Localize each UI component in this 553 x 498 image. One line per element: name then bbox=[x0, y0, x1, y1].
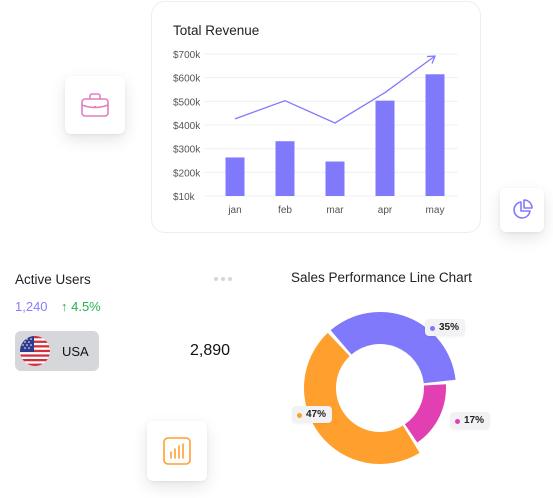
revenue-bar-mar bbox=[325, 161, 345, 196]
revenue-bar-chart: $700k $600k $500k $400k $300k $200k $10k jan feb… bbox=[173, 50, 458, 216]
y-tick-label: $500k bbox=[173, 97, 201, 108]
total-revenue-card: Total Revenue $700k $600k $500k $400k $300k $… bbox=[151, 1, 481, 233]
donut-slice-2 bbox=[304, 332, 420, 464]
y-tick-label: $300k bbox=[173, 145, 201, 156]
active-users-growth: ↑ 4.5% bbox=[61, 299, 101, 314]
y-tick-label: $700k bbox=[173, 50, 201, 61]
trend-arrow-head bbox=[426, 55, 436, 64]
donut-label-purple: 35% bbox=[425, 319, 466, 336]
bar-chart-icon bbox=[163, 437, 191, 465]
revenue-bar-may bbox=[425, 74, 445, 196]
x-tick-label: feb bbox=[278, 205, 292, 216]
active-users-title: Active Users bbox=[15, 272, 91, 287]
donut-slice-0 bbox=[330, 312, 456, 384]
revenue-bar-apr bbox=[375, 100, 395, 196]
bar-chart-tile[interactable] bbox=[147, 421, 207, 481]
x-tick-label: mar bbox=[326, 205, 344, 216]
pie-chart-tile[interactable] bbox=[500, 188, 544, 232]
revenue-chart-title: Total Revenue bbox=[173, 23, 260, 38]
y-tick-label: $600k bbox=[173, 74, 201, 85]
x-tick-label: may bbox=[426, 205, 445, 216]
revenue-trend-line bbox=[234, 55, 436, 124]
sales-chart-title: Sales Performance Line Chart bbox=[291, 270, 472, 285]
x-tick-label: jan bbox=[227, 205, 241, 216]
more-options-icon[interactable] bbox=[214, 277, 232, 281]
country-selector[interactable]: USA bbox=[15, 331, 99, 371]
y-tick-label: $10k bbox=[173, 192, 196, 203]
country-name: USA bbox=[62, 343, 89, 359]
donut-slice-1 bbox=[404, 384, 446, 443]
usa-flag-icon bbox=[20, 336, 50, 366]
active-users-count: 1,240 bbox=[15, 299, 48, 314]
briefcase-tile[interactable] bbox=[65, 76, 125, 134]
pie-chart-icon bbox=[513, 199, 533, 219]
y-tick-label: $200k bbox=[173, 168, 201, 179]
x-tick-label: apr bbox=[378, 205, 393, 216]
donut-label-magenta: 17% bbox=[450, 412, 491, 429]
revenue-bar-jan bbox=[225, 157, 245, 196]
country-user-count: 2,890 bbox=[190, 342, 231, 359]
sales-donut-chart bbox=[304, 312, 456, 464]
y-tick-label: $400k bbox=[173, 121, 201, 132]
revenue-bar-feb bbox=[275, 141, 295, 196]
briefcase-icon bbox=[81, 93, 109, 117]
donut-label-orange: 47% bbox=[292, 406, 333, 423]
